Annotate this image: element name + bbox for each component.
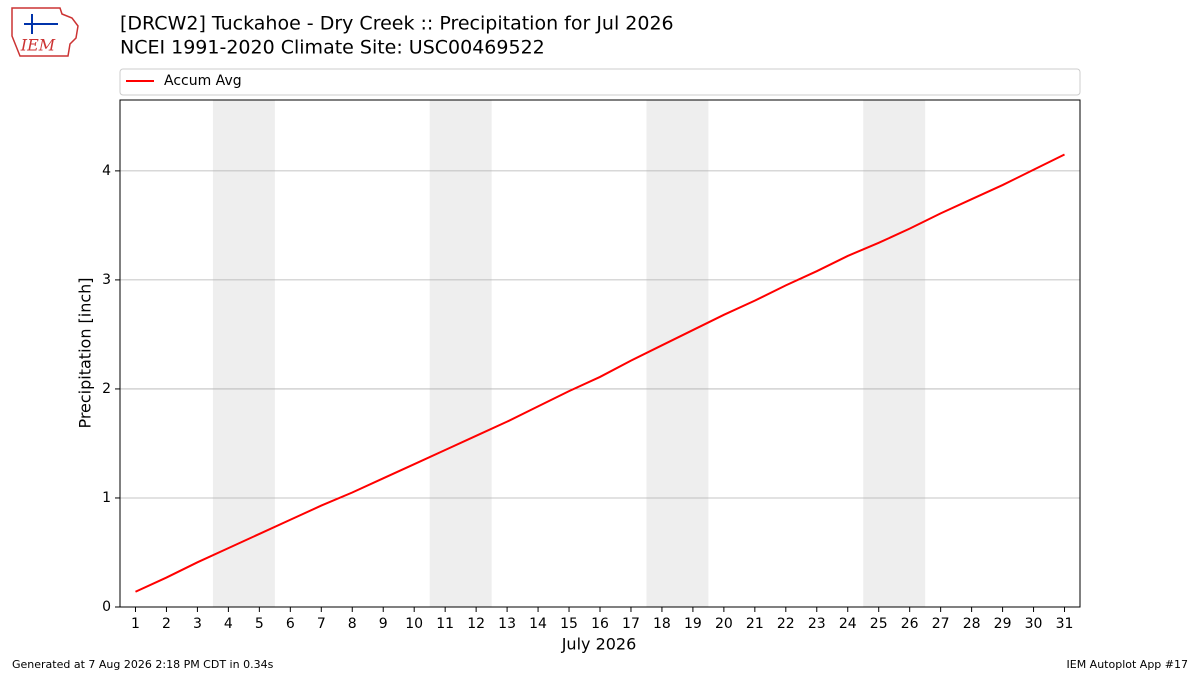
footer-left: Generated at 7 Aug 2026 2:18 PM CDT in 0…	[12, 658, 274, 671]
x-tick-label: 24	[839, 616, 857, 632]
footer-right: IEM Autoplot App #17	[1067, 658, 1189, 671]
y-tick-label: 4	[102, 163, 111, 179]
x-tick-label: 9	[379, 616, 388, 632]
weekend-shade	[646, 100, 709, 607]
data-line	[135, 153, 1065, 593]
x-axis-label: July 2026	[561, 635, 637, 654]
x-tick-label: 15	[560, 616, 578, 632]
x-tick-label: 18	[653, 616, 671, 632]
legend-label: Accum Avg	[164, 73, 242, 89]
chart-title: [DRCW2] Tuckahoe - Dry Creek :: Precipit…	[120, 13, 674, 35]
x-tick-label: 25	[870, 616, 888, 632]
x-tick-label: 3	[193, 616, 202, 632]
x-tick-label: 5	[255, 616, 264, 632]
x-tick-label: 28	[963, 616, 981, 632]
logo-outline	[11, 7, 79, 57]
weekend-shade	[863, 100, 926, 607]
x-tick-label: 1	[131, 616, 140, 632]
x-tick-label: 14	[529, 616, 547, 632]
y-tick-label: 2	[102, 381, 111, 397]
chart-subtitle: NCEI 1991-2020 Climate Site: USC00469522	[120, 37, 545, 59]
x-tick-label: 13	[498, 616, 516, 632]
x-tick-label: 19	[684, 616, 702, 632]
logo-text: IEM	[20, 36, 56, 55]
x-tick-label: 26	[901, 616, 919, 632]
x-tick-label: 8	[348, 616, 357, 632]
x-tick-label: 7	[317, 616, 326, 632]
x-tick-label: 30	[1025, 616, 1043, 632]
y-tick-label: 0	[102, 599, 111, 615]
x-tick-label: 10	[405, 616, 423, 632]
x-tick-label: 20	[715, 616, 733, 632]
plot-frame	[119, 99, 1081, 608]
x-tick-label: 21	[746, 616, 764, 632]
x-tick-label: 16	[591, 616, 609, 632]
weekend-shade	[429, 100, 492, 607]
x-tick-label: 12	[467, 616, 485, 632]
x-tick-label: 27	[932, 616, 950, 632]
x-tick-label: 4	[224, 616, 233, 632]
y-axis-label: Precipitation [inch]	[76, 277, 95, 428]
y-tick-label: 1	[102, 490, 111, 506]
logo: IEM	[11, 7, 79, 57]
y-tick-label: 3	[102, 272, 111, 288]
x-tick-label: 2	[162, 616, 171, 632]
x-tick-label: 31	[1056, 616, 1074, 632]
x-tick-label: 23	[808, 616, 826, 632]
x-tick-label: 29	[994, 616, 1012, 632]
x-tick-label: 22	[777, 616, 795, 632]
x-tick-label: 17	[622, 616, 640, 632]
weekend-shade	[212, 100, 275, 607]
x-tick-label: 6	[286, 616, 295, 632]
legend	[119, 68, 1081, 96]
x-tick-label: 11	[436, 616, 454, 632]
